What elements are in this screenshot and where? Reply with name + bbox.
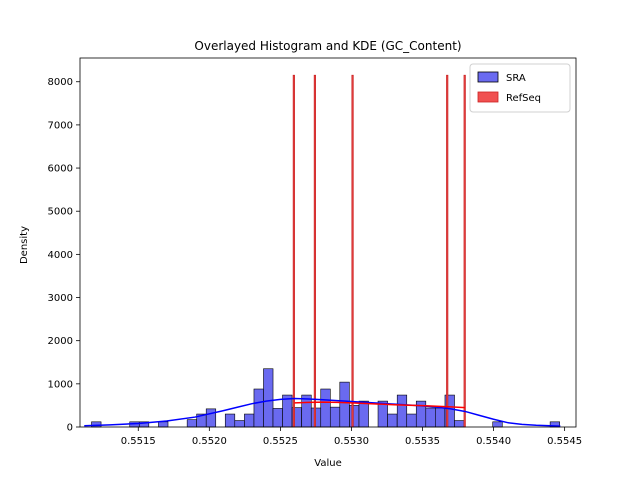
bar-sra xyxy=(349,405,360,428)
y-tick-label: 2000 xyxy=(48,336,73,347)
bar-sra xyxy=(434,407,446,428)
bar-sra xyxy=(244,413,255,428)
bar-sra xyxy=(205,408,217,428)
y-tick-label: 3000 xyxy=(48,293,73,304)
bar-sra xyxy=(454,420,465,428)
legend-swatch-sra xyxy=(477,71,499,83)
x-tick-label: 0.5540 xyxy=(476,436,511,447)
bar-refseq xyxy=(351,74,354,428)
bar-sra xyxy=(492,421,503,428)
bar-sra xyxy=(329,406,341,428)
y-axis-title: Density xyxy=(19,226,30,264)
bar-sra xyxy=(158,421,169,428)
bar-sra xyxy=(358,400,369,428)
y-tick-label: 8000 xyxy=(48,77,73,88)
legend: SRA RefSeq xyxy=(469,63,571,113)
y-tick-label: 6000 xyxy=(48,164,73,175)
bar-sra xyxy=(253,388,264,428)
y-tick-label: 0 xyxy=(67,423,73,434)
axes-frame xyxy=(79,57,577,428)
plot-area xyxy=(79,57,577,428)
bar-sra xyxy=(263,368,274,428)
bar-refseq xyxy=(313,74,316,428)
x-tick-label: 0.5545 xyxy=(547,436,582,447)
x-tick-label: 0.5520 xyxy=(192,436,227,447)
bar-sra xyxy=(339,381,350,428)
x-axis-title: Value xyxy=(314,458,341,469)
legend-box xyxy=(469,63,571,113)
legend-label-refseq: RefSeq xyxy=(506,93,541,104)
kde-line-sra-kde xyxy=(84,397,561,427)
bar-sra xyxy=(224,413,236,428)
x-tick-label: 0.5530 xyxy=(334,436,369,447)
bar-sra xyxy=(91,421,102,428)
x-tick-label: 0.5525 xyxy=(263,436,298,447)
bar-sra xyxy=(406,413,417,428)
x-tick-label: 0.5515 xyxy=(121,436,156,447)
x-tick-label: 0.5535 xyxy=(405,436,440,447)
bar-sra xyxy=(272,408,283,428)
bar-sra xyxy=(234,420,245,428)
chart-title: Overlayed Histogram and KDE (GC_Content) xyxy=(194,39,461,53)
bar-sra xyxy=(310,407,322,428)
bar-sra xyxy=(425,407,436,428)
y-axis: 0 1000 2000 3000 4000 5000 6000 7000 8000 xyxy=(48,77,80,434)
y-tick-label: 1000 xyxy=(48,379,73,390)
bar-refseq xyxy=(292,74,295,428)
x-axis: 0.5515 0.5520 0.5525 0.5530 0.5535 0.5540 0.55… xyxy=(121,427,582,447)
bar-sra xyxy=(186,419,198,428)
bar-sra xyxy=(301,394,312,428)
y-tick-label: 4000 xyxy=(48,250,73,261)
y-tick-label: 5000 xyxy=(48,207,73,218)
bar-refseq xyxy=(446,74,449,428)
y-tick-label: 7000 xyxy=(48,120,73,131)
legend-swatch-refseq xyxy=(477,91,499,103)
bar-refseq xyxy=(463,74,466,428)
bar-sra xyxy=(387,413,398,428)
bar-sra xyxy=(320,388,331,428)
legend-label-sra: SRA xyxy=(506,73,526,84)
kde-line-refseq-kde xyxy=(294,401,466,409)
bar-sra xyxy=(396,394,408,428)
